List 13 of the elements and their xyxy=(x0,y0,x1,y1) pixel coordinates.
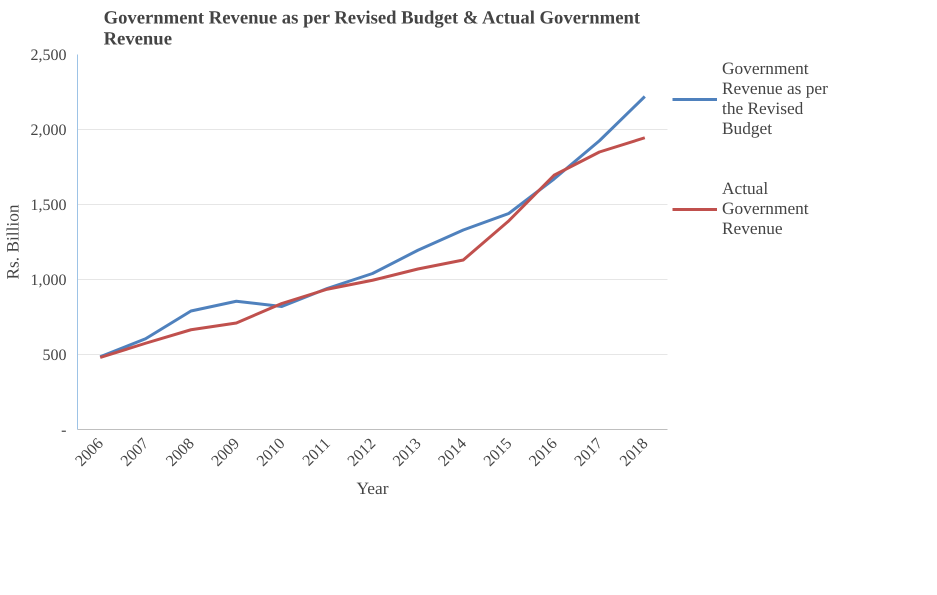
y-tick-label: - xyxy=(61,422,66,439)
y-tick-label: 2,000 xyxy=(30,122,66,139)
y-tick-label: 1,000 xyxy=(30,272,66,289)
y-tick-label: 1,500 xyxy=(30,197,66,214)
legend-label: Government Revenue as per the Revised Budget xyxy=(722,59,828,139)
y-tick-label: 2,500 xyxy=(30,47,66,64)
legend-label: Actual Government Revenue xyxy=(722,179,809,239)
x-axis-title: Year xyxy=(356,478,389,498)
line-series xyxy=(98,136,646,359)
chart-title: Government Revenue as per Revised Budget & Actual Government Revenue xyxy=(104,8,641,50)
y-tick-label: 500 xyxy=(42,347,66,364)
y-axis-title: Rs. Billion xyxy=(4,204,22,280)
x-tick-label: 2011 xyxy=(300,435,334,470)
